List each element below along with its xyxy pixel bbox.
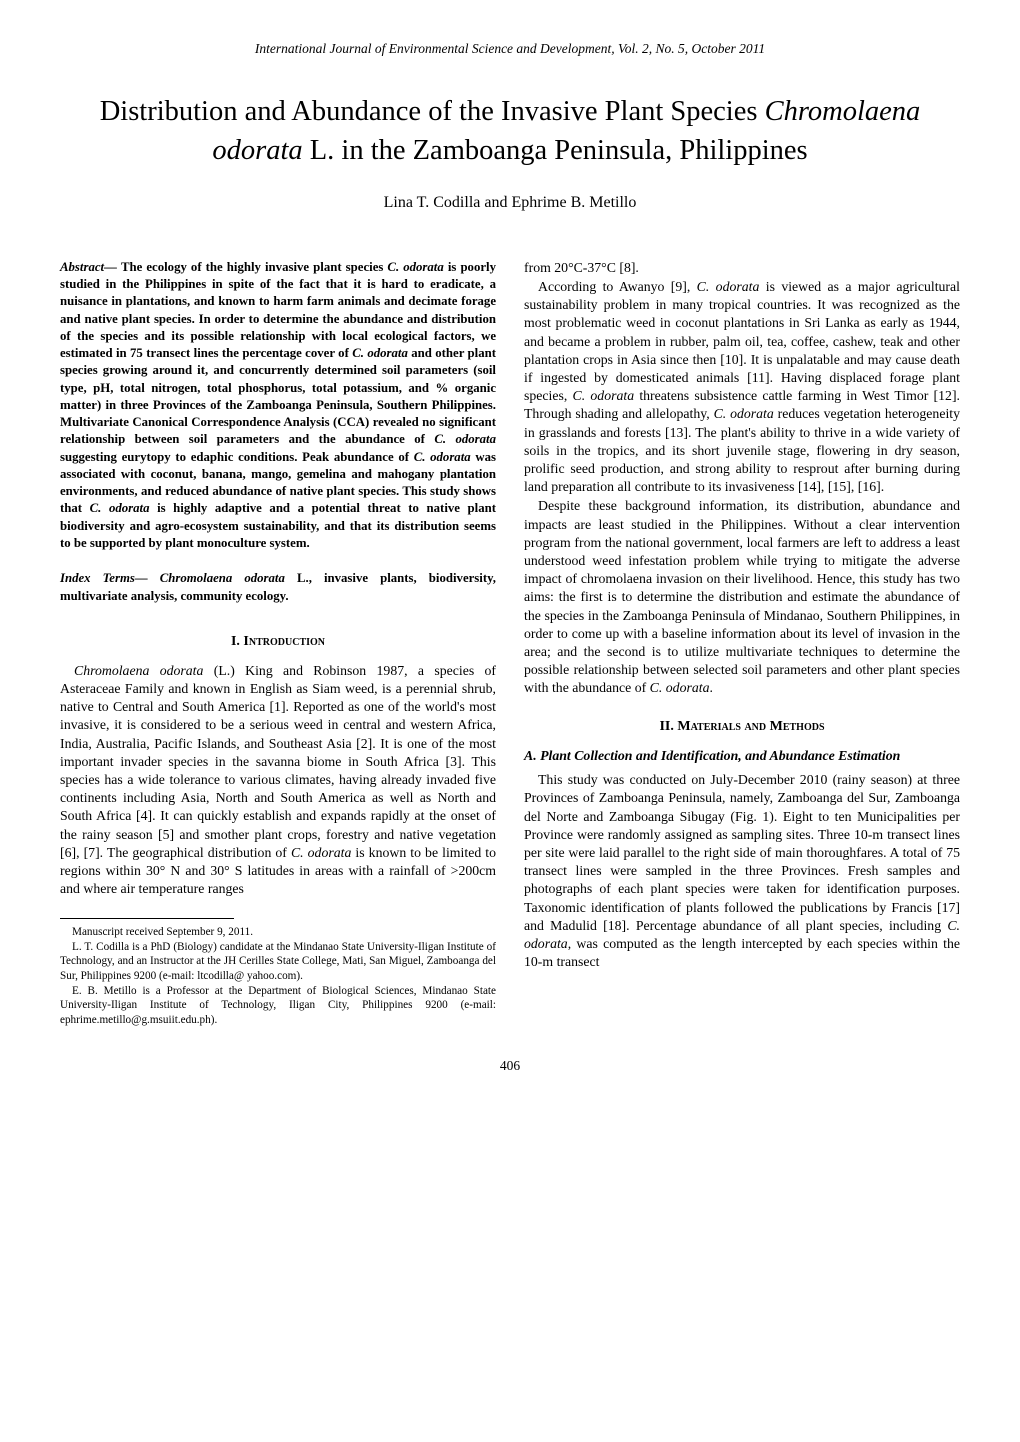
intro-p1-italic-1: Chromolaena odorata xyxy=(74,663,203,678)
index-terms-italic: Chromolaena odorata xyxy=(160,571,285,585)
abstract-text-4: suggesting eurytopy to edaphic condition… xyxy=(60,450,414,464)
intro-p1-italic-2: C. odorata xyxy=(291,845,351,860)
footnote-1: Manuscript received September 9, 2011. xyxy=(60,925,496,940)
journal-header: International Journal of Environmental S… xyxy=(60,40,960,58)
intro-p2-italic-1: C. odorata xyxy=(697,279,760,294)
intro-p2-text-2: is viewed as a major agricultural sustai… xyxy=(524,279,960,403)
intro-p3-italic-1: C. odorata xyxy=(650,680,710,695)
intro-p2-text-1: According to Awanyo [9], xyxy=(538,279,697,294)
abstract-text-3: and other plant species growing around i… xyxy=(60,346,496,446)
abstract-italic-3: C. odorata xyxy=(434,432,496,446)
abstract: Abstract— The ecology of the highly inva… xyxy=(60,259,496,553)
index-terms-label: Index Terms— xyxy=(60,571,160,585)
page-number: 406 xyxy=(60,1057,960,1075)
abstract-italic-5: C. odorata xyxy=(90,501,150,515)
abstract-italic-2: C. odorata xyxy=(352,346,408,360)
intro-paragraph-1: Chromolaena odorata (L.) King and Robins… xyxy=(60,662,496,899)
intro-p3-text-2: . xyxy=(709,680,712,695)
authors: Lina T. Codilla and Ephrime B. Metillo xyxy=(60,192,960,214)
left-column: Abstract— The ecology of the highly inva… xyxy=(60,259,496,1028)
intro-p1-text-1: (L.) King and Robinson 1987, a species o… xyxy=(60,663,496,860)
intro-p2-italic-3: C. odorata xyxy=(714,406,774,421)
title-pre: Distribution and Abundance of the Invasi… xyxy=(100,96,765,127)
methods-p1-text-1: This study was conducted on July-Decembe… xyxy=(524,772,960,933)
methods-paragraph-1: This study was conducted on July-Decembe… xyxy=(524,771,960,971)
section-methods-heading: II. Materials and Methods xyxy=(524,718,960,737)
index-terms: Index Terms— Chromolaena odorata L., inv… xyxy=(60,570,496,605)
intro-paragraph-2: According to Awanyo [9], C. odorata is v… xyxy=(524,278,960,496)
right-column: from 20°C-37°C [8]. According to Awanyo … xyxy=(524,259,960,1028)
footnote-3: E. B. Metillo is a Professor at the Depa… xyxy=(60,984,496,1028)
abstract-text-1: The ecology of the highly invasive plant… xyxy=(121,260,387,274)
title-post: L. in the Zamboanga Peninsula, Philippin… xyxy=(303,135,808,166)
abstract-italic-1: C. odorata xyxy=(387,260,443,274)
intro-p2-italic-2: C. odorata xyxy=(573,388,635,403)
methods-p1-text-2: , was computed as the length intercepted… xyxy=(524,936,960,969)
paper-title: Distribution and Abundance of the Invasi… xyxy=(60,93,960,170)
abstract-italic-4: C. odorata xyxy=(414,450,471,464)
abstract-label: Abstract— xyxy=(60,260,121,274)
footnote-separator xyxy=(60,918,234,919)
intro-paragraph-3: Despite these background information, it… xyxy=(524,497,960,697)
footnote-2: L. T. Codilla is a PhD (Biology) candida… xyxy=(60,940,496,984)
section-intro-heading: I. Introduction xyxy=(60,633,496,652)
two-column-layout: Abstract— The ecology of the highly inva… xyxy=(60,259,960,1028)
intro-paragraph-1-cont: from 20°C-37°C [8]. xyxy=(524,259,960,277)
intro-p3-text-1: Despite these background information, it… xyxy=(524,498,960,695)
subsection-a-heading: A. Plant Collection and Identification, … xyxy=(524,747,960,766)
